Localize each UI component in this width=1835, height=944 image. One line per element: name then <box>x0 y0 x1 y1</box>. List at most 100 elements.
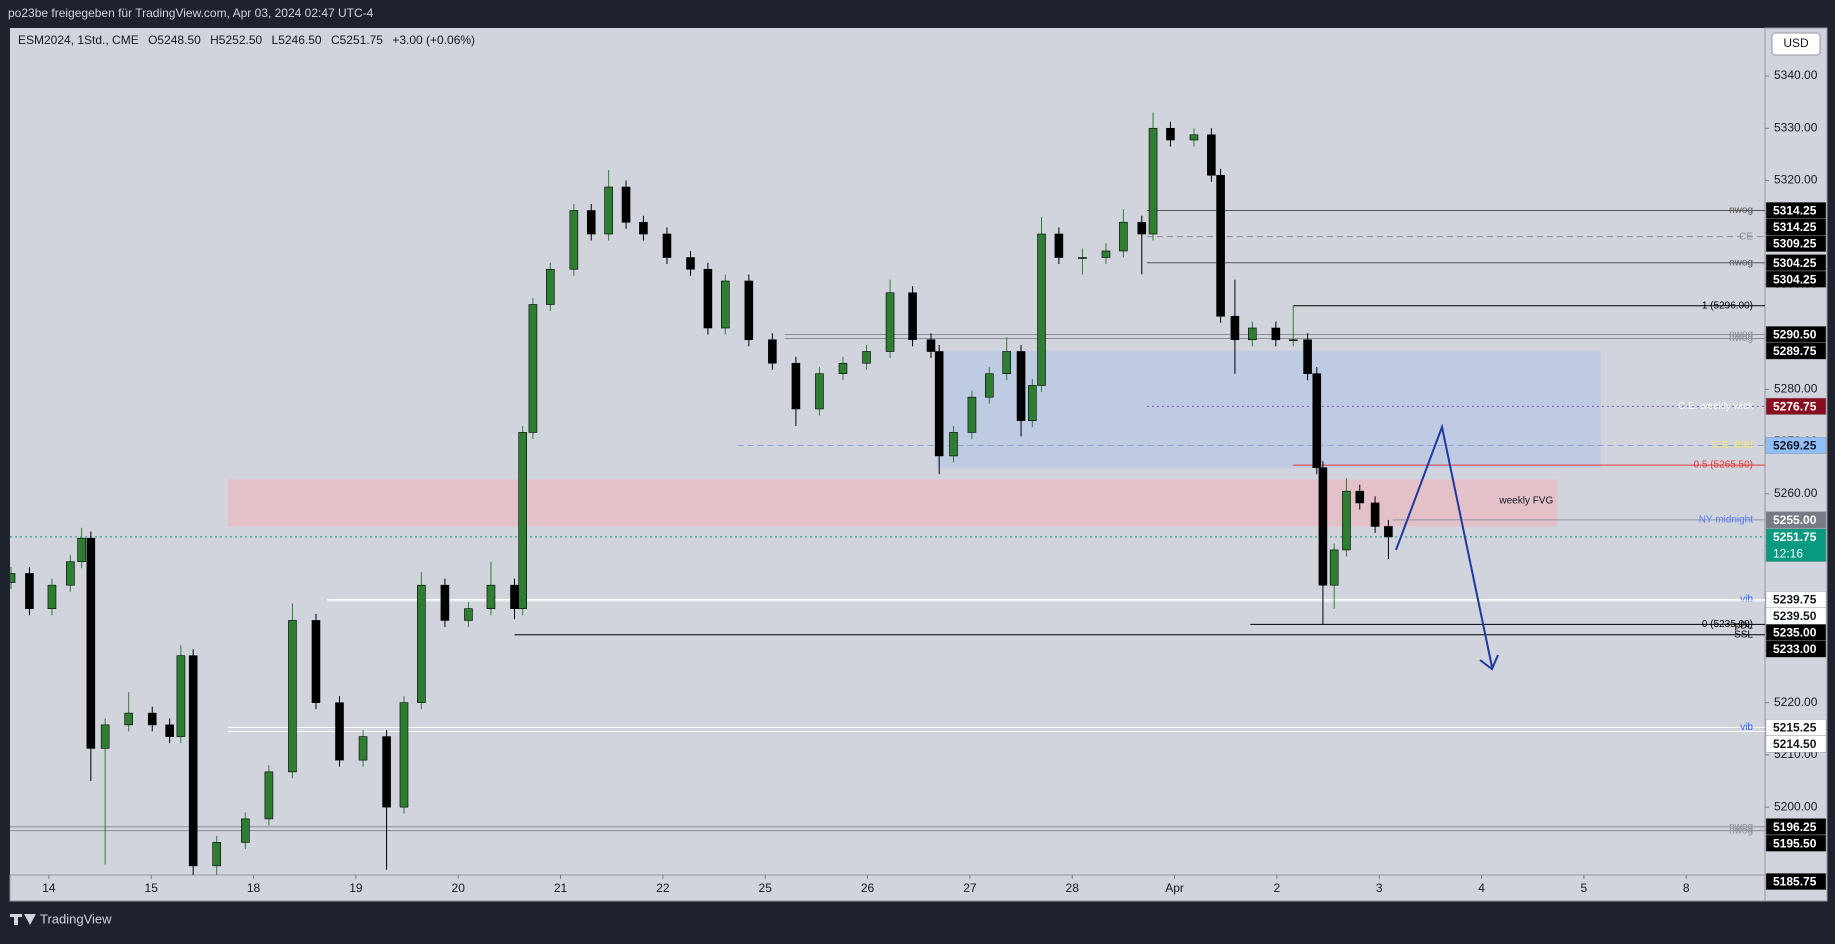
candle-body <box>464 608 473 621</box>
currency[interactable]: USD <box>1783 36 1809 50</box>
x-tick-label: 28 <box>1066 881 1080 895</box>
candle-body <box>510 584 519 609</box>
candle-body <box>1166 127 1175 141</box>
candle-body <box>1119 221 1128 252</box>
candle-body <box>1189 134 1199 141</box>
price-label: 5309.25 <box>1773 237 1817 251</box>
candle-body <box>382 736 391 808</box>
candle-body <box>1078 257 1087 259</box>
price-label-box <box>1765 270 1827 288</box>
candle-body <box>768 339 777 364</box>
level-label: 1 (5296.00) <box>1702 300 1753 311</box>
candle-body <box>639 221 648 235</box>
candle-body <box>10 573 16 583</box>
currency-button[interactable] <box>1771 32 1821 56</box>
candle-body <box>124 712 134 726</box>
x-tick-label: 18 <box>247 881 261 895</box>
level-label: nwog <box>1729 821 1753 832</box>
x-tick-label: 19 <box>349 881 363 895</box>
price-label: 5215.25 <box>1773 721 1817 735</box>
candle-body <box>703 268 713 329</box>
candle-body <box>1148 127 1158 235</box>
countdown: 12:16 <box>1773 547 1803 561</box>
candle-body <box>1271 327 1281 341</box>
candle-body <box>744 280 754 341</box>
candle-body <box>528 304 538 433</box>
price-label: 5195.50 <box>1773 836 1817 850</box>
price-label: 5304.25 <box>1773 256 1817 270</box>
price-label: 5289.75 <box>1773 344 1817 358</box>
candle-body <box>1303 339 1312 374</box>
price-axis <box>1764 27 1828 902</box>
candle-body <box>1384 526 1393 538</box>
candle-body <box>25 573 34 609</box>
candle-body <box>1355 490 1365 504</box>
candle-body <box>335 702 344 761</box>
price-label-box <box>1765 873 1827 891</box>
price-label-box <box>1765 735 1827 753</box>
price-label-box <box>1765 528 1827 562</box>
candle-body <box>241 818 250 843</box>
level-label: nwog <box>1729 333 1753 344</box>
candle-body <box>1216 174 1225 317</box>
price-label: 5290.50 <box>1773 328 1817 342</box>
price-label: 5314.25 <box>1773 220 1817 234</box>
overlay: 5200.005210.005220.005230.005240.005250.… <box>42 68 1827 895</box>
candle-body <box>1342 490 1351 551</box>
candle-body <box>1028 385 1037 421</box>
y-tick-label: 5320.00 <box>1774 173 1818 187</box>
projection-arrow <box>1395 423 1499 671</box>
candle-body <box>985 373 994 398</box>
y-tick-label: 5260.00 <box>1774 486 1818 500</box>
candle-body <box>686 257 695 270</box>
level-label: nwog <box>1729 205 1753 216</box>
price-label: 5269.25 <box>1773 439 1817 453</box>
y-tick-label: 5340.00 <box>1774 68 1818 82</box>
candle-body <box>358 736 368 761</box>
candle-body <box>1037 233 1046 386</box>
price-label: 5196.25 <box>1773 820 1817 834</box>
low: L5246.50 <box>272 33 322 47</box>
candle-body <box>1054 233 1064 258</box>
price-label: 5304.25 <box>1773 272 1817 286</box>
candle-body <box>1318 467 1328 586</box>
level-label: nwog <box>1729 329 1753 340</box>
price-label: 5214.50 <box>1773 737 1817 751</box>
candle-body <box>311 620 321 703</box>
price-label-box <box>1765 342 1827 360</box>
price-label: 5239.50 <box>1773 609 1817 623</box>
candle-body <box>926 339 936 352</box>
x-tick-label: 8 <box>1683 881 1690 895</box>
open: O5248.50 <box>148 33 201 47</box>
candle-body <box>1101 250 1111 258</box>
candle-body <box>486 584 496 609</box>
zone-label: weekly FVG <box>1498 496 1553 507</box>
candle-body <box>1230 315 1240 341</box>
candle-body <box>1016 351 1026 421</box>
brand: TradingView <box>40 911 112 926</box>
x-tick-label: 4 <box>1478 881 1485 895</box>
x-tick-label: 2 <box>1274 881 1281 895</box>
x-tick-label: 3 <box>1376 881 1383 895</box>
level-label: NY midnight <box>1699 515 1754 526</box>
candle-body <box>1137 221 1147 235</box>
share-header: po23be freigegeben für TradingView.com, … <box>8 6 374 20</box>
zone <box>227 479 1558 527</box>
candle-body <box>569 210 579 270</box>
x-tick-label: 25 <box>759 881 773 895</box>
candle-body <box>165 724 174 737</box>
candle-body <box>1207 134 1216 176</box>
y-tick-label: 5200.00 <box>1774 799 1818 813</box>
level-label: 0.5 (5265.50) <box>1694 460 1754 471</box>
price-label: 5276.75 <box>1773 400 1817 414</box>
x-tick-label: 15 <box>145 881 159 895</box>
candle-body <box>586 210 596 235</box>
symbol-legend: ESM2024, 1Std., CME O5248.50 H5252.50 L5… <box>18 33 475 47</box>
price-label: 5233.00 <box>1773 642 1817 656</box>
candle-body <box>908 292 917 341</box>
change: +3.00 (+0.06%) <box>392 33 475 47</box>
candle-body <box>399 702 409 808</box>
x-tick-label: 20 <box>452 881 466 895</box>
